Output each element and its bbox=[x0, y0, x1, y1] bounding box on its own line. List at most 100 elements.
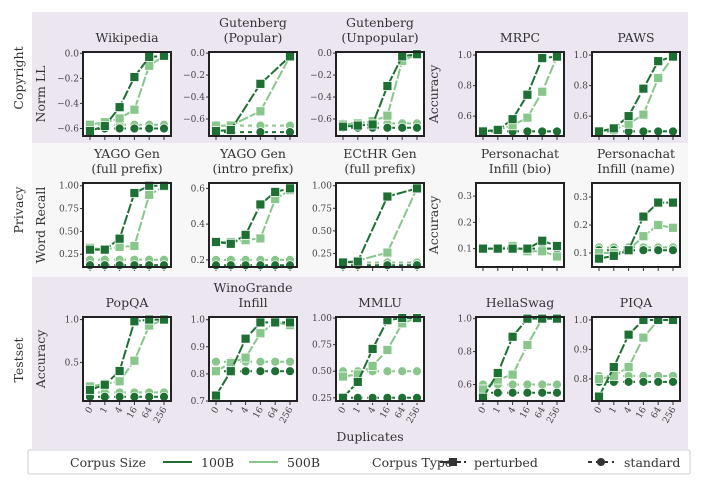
y-tick-label: 0.25 bbox=[312, 394, 332, 404]
axes-frame bbox=[82, 316, 172, 402]
data-point-square bbox=[552, 251, 562, 262]
data-point-square bbox=[478, 243, 488, 254]
y-tick-label: 0.9 bbox=[574, 345, 589, 355]
y-tick-label: 0.6 bbox=[191, 184, 206, 194]
panel: YAGO Gen(full prefix) Word Recall 1.00 0.75… bbox=[33, 146, 172, 271]
axes-frame bbox=[208, 316, 298, 402]
data-point-square bbox=[85, 244, 95, 255]
y-tick-label: 0.6 bbox=[574, 112, 589, 122]
data-point-square bbox=[285, 317, 295, 328]
y-tick-label: −0.6 bbox=[57, 124, 79, 134]
data-point-square bbox=[522, 243, 533, 254]
y-tick-label: 0.3 bbox=[458, 192, 473, 202]
y-tick-label: 1.0 bbox=[65, 316, 80, 326]
data-point-square bbox=[507, 114, 518, 125]
axes-frame bbox=[591, 316, 681, 402]
data-point-circle bbox=[285, 366, 295, 377]
y-tick-label: 0.8 bbox=[458, 82, 473, 92]
data-point-square bbox=[255, 317, 266, 328]
panel-title: Gutenberg bbox=[219, 15, 287, 30]
data-point-square bbox=[352, 256, 363, 267]
y-tick-label: 0.8 bbox=[574, 375, 589, 385]
data-point-square bbox=[382, 247, 393, 258]
y-axis-label: Accuracy bbox=[426, 195, 441, 256]
legend-size-title: Corpus Size bbox=[70, 455, 146, 470]
data-point-circle bbox=[129, 260, 140, 271]
data-point-square bbox=[507, 331, 518, 342]
data-point-square bbox=[240, 352, 251, 363]
data-point-square bbox=[638, 211, 649, 222]
y-tick-label: 0.8 bbox=[574, 82, 589, 92]
data-point-square bbox=[99, 244, 110, 255]
data-point-square bbox=[352, 376, 363, 387]
data-point-circle bbox=[85, 260, 95, 271]
x-tick-label: 1 bbox=[225, 406, 237, 416]
axes-frame bbox=[475, 182, 565, 268]
data-point-square bbox=[638, 332, 649, 343]
data-point-square bbox=[129, 104, 140, 115]
data-point-square bbox=[352, 120, 363, 131]
data-point-square bbox=[255, 199, 266, 210]
data-point-circle bbox=[552, 387, 562, 398]
data-point-circle bbox=[653, 376, 664, 387]
panel-title: MRPC bbox=[500, 30, 540, 45]
y-tick-label: 0.0 bbox=[191, 49, 206, 59]
data-point-square bbox=[285, 51, 295, 62]
y-tick-label: −0.6 bbox=[183, 115, 205, 125]
y-tick-label: 0.25 bbox=[59, 250, 79, 260]
axes-frame bbox=[82, 51, 172, 137]
data-point-square bbox=[225, 125, 236, 135]
data-point-circle bbox=[159, 123, 169, 134]
y-tick-label: 0.75 bbox=[59, 205, 79, 215]
y-tick-label: 0.75 bbox=[312, 204, 332, 214]
data-point-square bbox=[114, 233, 125, 244]
y-tick-label: 1.0 bbox=[574, 316, 589, 326]
data-point-square bbox=[211, 126, 221, 136]
y-tick-label: 0.50 bbox=[59, 227, 79, 237]
data-point-square bbox=[492, 243, 503, 254]
y-tick-label: 0.8 bbox=[458, 348, 473, 358]
x-tick-label: 1 bbox=[608, 406, 620, 416]
panel-title: HellaSwag bbox=[486, 295, 554, 310]
y-axis-label: Accuracy bbox=[426, 64, 441, 125]
y-axis-label: Norm LL bbox=[33, 66, 48, 123]
data-point-square bbox=[412, 313, 422, 323]
data-point-square bbox=[653, 56, 664, 67]
data-point-square bbox=[507, 369, 518, 380]
data-point-square bbox=[594, 253, 604, 264]
x-tick-label: 4 bbox=[507, 405, 519, 415]
data-point-circle bbox=[653, 245, 664, 256]
data-point-circle bbox=[382, 366, 393, 377]
legend-box bbox=[27, 449, 691, 475]
y-tick-label: 0.75 bbox=[312, 341, 332, 351]
data-point-square bbox=[522, 89, 533, 100]
plot-area bbox=[209, 183, 297, 267]
data-point-circle bbox=[668, 245, 678, 256]
data-point-square bbox=[85, 384, 95, 395]
data-point-square bbox=[552, 51, 562, 62]
data-point-square bbox=[285, 183, 295, 194]
data-point-circle bbox=[552, 126, 562, 137]
row-label-testset: Testset bbox=[11, 337, 26, 382]
data-point-square bbox=[129, 72, 140, 82]
data-point-circle bbox=[240, 260, 251, 271]
data-point-circle bbox=[270, 260, 281, 271]
data-point-square bbox=[129, 355, 140, 366]
data-point-square bbox=[225, 238, 236, 249]
data-point-square bbox=[255, 106, 266, 117]
data-point-circle bbox=[211, 356, 221, 367]
series-line-500b-perturbed bbox=[216, 55, 291, 127]
y-axis-label: Word Recall bbox=[33, 187, 48, 264]
plot-area bbox=[336, 183, 424, 267]
x-tick-label: 1 bbox=[492, 406, 504, 416]
data-point-square bbox=[478, 126, 488, 137]
y-tick-label: 0.5 bbox=[65, 358, 80, 368]
data-point-square bbox=[114, 366, 125, 376]
y-tick-label: 0.0 bbox=[65, 49, 80, 59]
data-point-circle bbox=[114, 260, 125, 271]
data-point-square bbox=[653, 220, 664, 230]
